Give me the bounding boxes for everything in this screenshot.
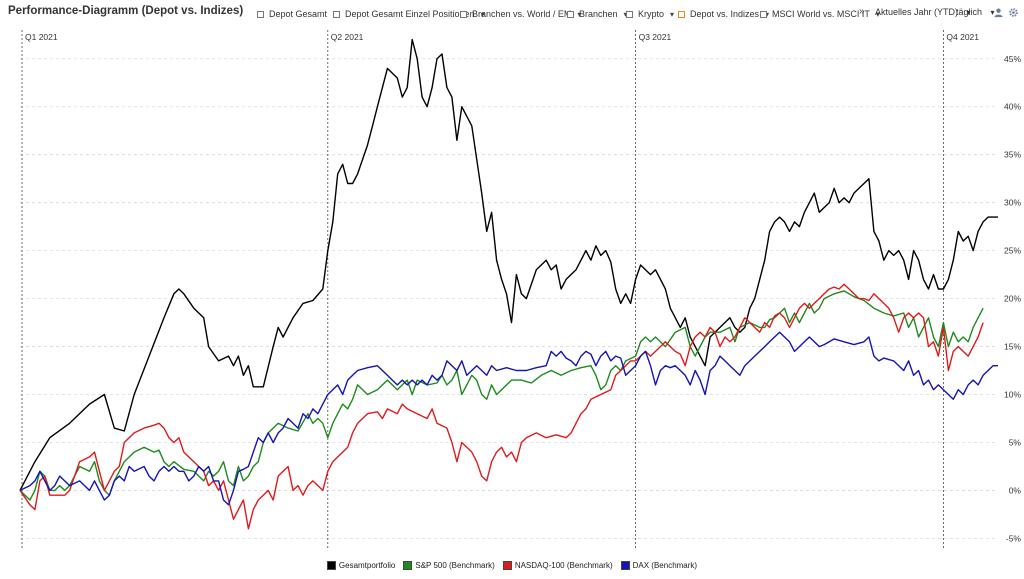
- tab-branchen[interactable]: Branchen ▾: [567, 7, 628, 21]
- tab-krypto[interactable]: Krypto ▾: [626, 7, 674, 21]
- checkbox-icon: [760, 10, 767, 18]
- series-line-gesamtportfolio: [19, 38, 998, 491]
- caret-down-icon: ▾: [990, 8, 995, 17]
- tab-branchen-vs-world[interactable]: Branchen vs. World / EM ▾: [460, 7, 581, 21]
- tab-label: Depot Gesamt Einzel Positionen: [345, 9, 475, 19]
- y-tick-label: 5%: [1009, 437, 1022, 447]
- period-select[interactable]: Aktuelles Jahr (YTD) ▾: [875, 7, 971, 17]
- tab-label: Depot vs. Indizes: [690, 9, 760, 19]
- checkbox-icon: [626, 10, 633, 18]
- y-tick-label: 0%: [1009, 485, 1022, 495]
- page-title: Performance-Diagramm (Depot vs. Indizes): [8, 5, 244, 17]
- legend-label: S&P 500 (Benchmark): [415, 560, 495, 570]
- quarter-label: Q3 2021: [639, 32, 672, 42]
- checkbox-icon: [678, 10, 685, 18]
- legend-item-sp500[interactable]: S&P 500 (Benchmark): [403, 560, 495, 570]
- checkbox-icon: [567, 10, 574, 18]
- quarter-label: Q2 2021: [331, 32, 364, 42]
- more-tabs-icon[interactable]: »: [859, 6, 865, 17]
- caret-down-icon[interactable]: ▾: [765, 9, 770, 19]
- caret-down-icon[interactable]: ▾: [670, 9, 675, 19]
- interval-select-value: täglich: [956, 7, 983, 17]
- y-tick-label: 35%: [1004, 150, 1021, 160]
- y-tick-label: 40%: [1004, 102, 1021, 112]
- y-tick-label: 10%: [1004, 390, 1021, 400]
- caret-down-icon[interactable]: ▾: [480, 9, 485, 19]
- caret-down-icon[interactable]: ▾: [624, 10, 628, 19]
- legend-label: DAX (Benchmark): [632, 560, 698, 570]
- tab-depot-einzel-positionen[interactable]: Depot Gesamt Einzel Positionen ▾: [333, 7, 485, 21]
- legend-item-dax[interactable]: DAX (Benchmark): [620, 560, 698, 570]
- y-tick-label: 20%: [1004, 294, 1021, 304]
- tab-label: Branchen: [579, 9, 618, 19]
- legend-item-nasdaq100[interactable]: NASDAQ-100 (Benchmark): [502, 560, 613, 570]
- caret-down-icon[interactable]: ▾: [875, 9, 880, 19]
- tab-label: Branchen vs. World / EM: [472, 9, 572, 19]
- quarter-markers: Q1 2021 Q2 2021 Q3 2021 Q4 2021: [21, 30, 979, 548]
- chart-legend: Gesamtportfolio S&P 500 (Benchmark) NASD…: [0, 558, 1024, 572]
- quarter-label: Q1 2021: [25, 32, 58, 42]
- toolbar: Performance-Diagramm (Depot vs. Indizes)…: [0, 0, 1024, 26]
- legend-swatch: [326, 560, 336, 570]
- legend-swatch: [620, 560, 630, 570]
- person-icon[interactable]: [993, 7, 1004, 18]
- checkbox-icon: [460, 10, 467, 18]
- y-tick-label: 45%: [1004, 54, 1021, 64]
- chart-series: [19, 38, 998, 530]
- legend-swatch: [403, 560, 413, 570]
- y-tick-label: 15%: [1004, 342, 1021, 352]
- tab-label: Krypto: [638, 9, 665, 19]
- legend-label: Gesamtportfolio: [338, 560, 396, 570]
- checkbox-icon: [257, 10, 264, 18]
- gear-icon[interactable]: [1008, 7, 1019, 18]
- interval-select[interactable]: täglich ▾: [956, 7, 995, 17]
- legend-item-gesamtportfolio[interactable]: Gesamtportfolio: [326, 560, 396, 570]
- series-line-nasdaq-100-benchmark: [19, 283, 984, 530]
- series-line-s-p-500-benchmark: [19, 290, 984, 501]
- tab-label: MSCI World vs. MSCI IT: [772, 9, 870, 19]
- quarter-label: Q4 2021: [946, 32, 979, 42]
- tab-msci-world-vs-it[interactable]: MSCI World vs. MSCI IT ▾: [760, 7, 880, 21]
- legend-swatch: [502, 560, 512, 570]
- y-tick-label: 30%: [1004, 198, 1021, 208]
- tab-label: Depot Gesamt: [269, 9, 328, 19]
- caret-down-icon: ▾: [966, 8, 971, 17]
- legend-label: NASDAQ-100 (Benchmark): [514, 560, 613, 570]
- series-line-dax-benchmark: [19, 331, 998, 506]
- chart-grid: [20, 58, 998, 539]
- period-select-value: Aktuelles Jahr (YTD): [875, 7, 959, 17]
- tab-depot-vs-indizes[interactable]: Depot vs. Indizes ▾: [678, 7, 769, 21]
- y-axis: -5% 0% 5% 10% 15% 20% 25% 30% 35% 40% 45%: [1004, 54, 1021, 544]
- checkbox-icon: [333, 10, 340, 18]
- y-tick-label: 25%: [1004, 246, 1021, 256]
- y-tick-label: -5%: [1006, 533, 1022, 543]
- caret-down-icon[interactable]: ▾: [577, 9, 582, 19]
